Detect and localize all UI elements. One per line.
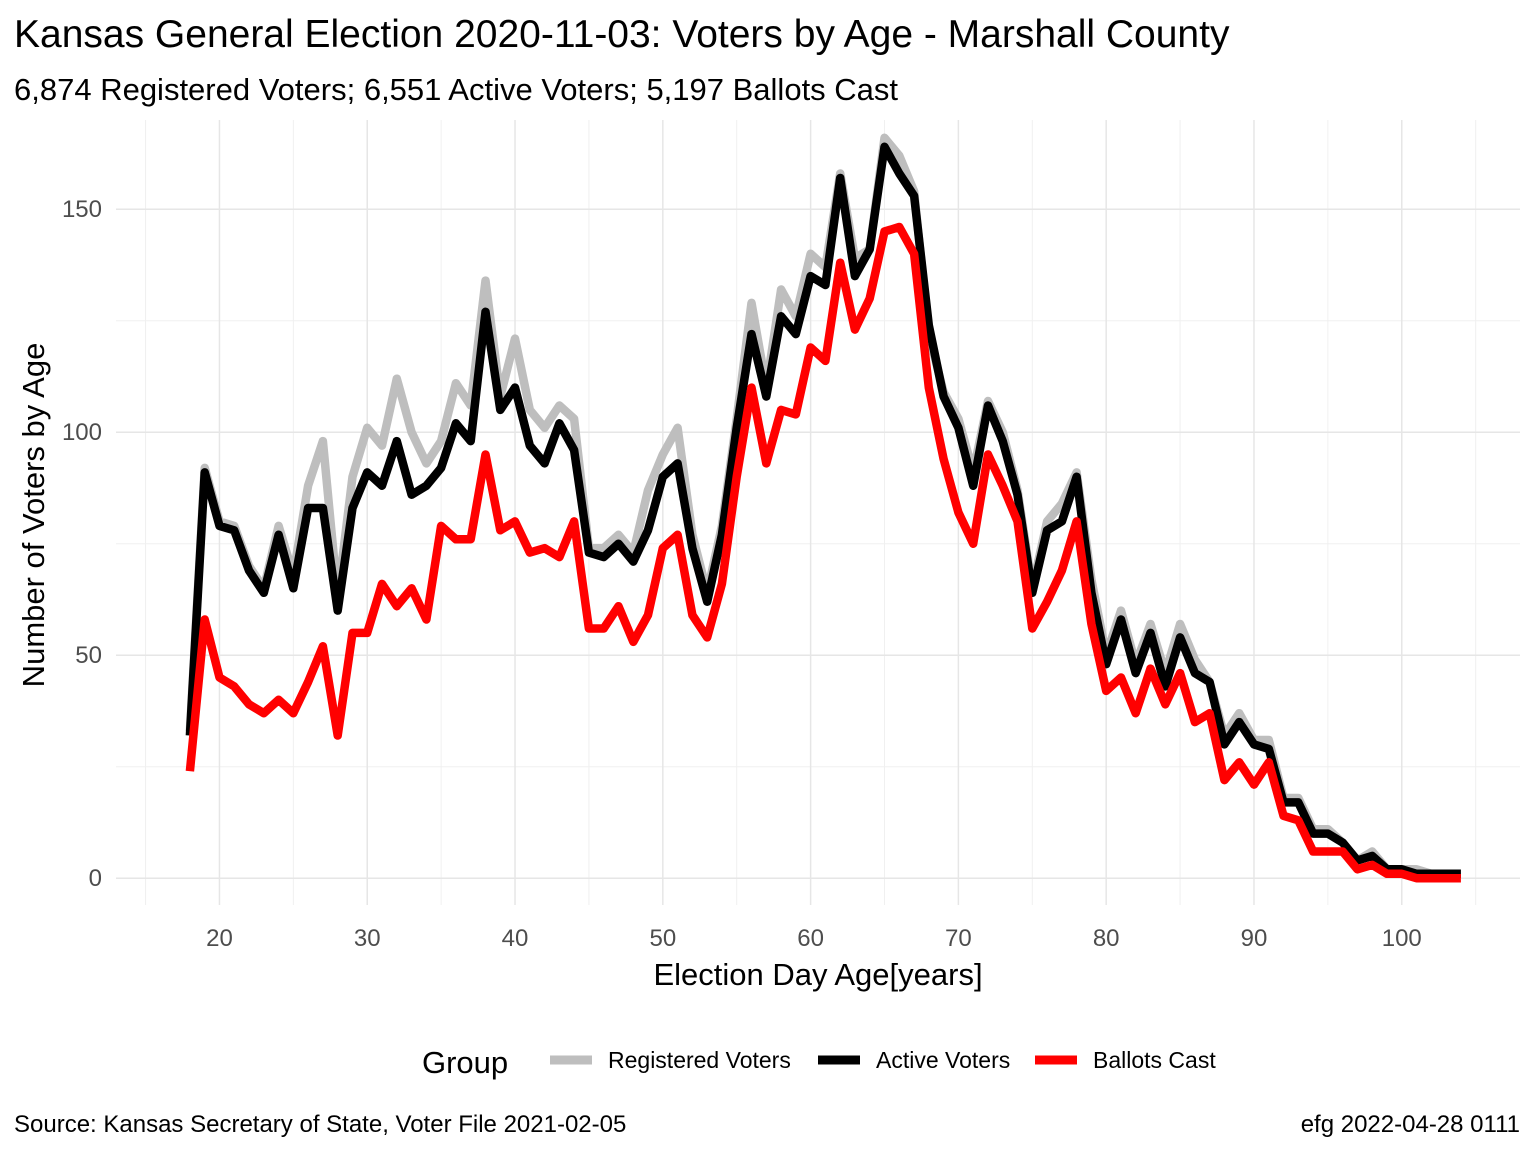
x-tick-label: 90 bbox=[1241, 925, 1268, 952]
y-tick-label: 100 bbox=[62, 419, 102, 446]
series-lines bbox=[185, 133, 1461, 883]
legend-label: Ballots Cast bbox=[1093, 1047, 1216, 1073]
x-axis-tick-labels: 20 30 40 50 60 70 80 90 100 bbox=[206, 925, 1422, 952]
y-axis-label: Number of Voters by Age bbox=[16, 343, 51, 688]
y-tick-label: 50 bbox=[75, 642, 102, 669]
legend-title: Group bbox=[422, 1045, 508, 1080]
credit-caption: efg 2022-04-28 0111 bbox=[1301, 1111, 1520, 1138]
legend-label: Registered Voters bbox=[608, 1047, 791, 1073]
x-tick-label: 30 bbox=[354, 925, 381, 952]
x-axis-label: Election Day Age[years] bbox=[653, 957, 982, 992]
chart-subtitle: 6,874 Registered Voters; 6,551 Active Vo… bbox=[14, 72, 898, 107]
chart-title: Kansas General Election 2020-11-03: Vote… bbox=[14, 13, 1230, 56]
y-axis-tick-labels: 0 50 100 150 bbox=[62, 196, 102, 892]
x-tick-label: 80 bbox=[1093, 925, 1120, 952]
series-line-active-voters bbox=[185, 142, 1461, 879]
y-tick-label: 150 bbox=[62, 196, 102, 223]
legend-label: Active Voters bbox=[876, 1047, 1010, 1073]
y-tick-label: 0 bbox=[89, 865, 102, 892]
x-tick-label: 70 bbox=[945, 925, 972, 952]
x-tick-label: 50 bbox=[649, 925, 676, 952]
legend: Group Registered Voters Active Voters Ball… bbox=[422, 1045, 1216, 1080]
source-caption: Source: Kansas Secretary of State, Voter… bbox=[14, 1111, 626, 1138]
x-tick-label: 20 bbox=[206, 925, 233, 952]
x-tick-label: 40 bbox=[502, 925, 529, 952]
x-tick-label: 100 bbox=[1382, 925, 1422, 952]
series-line-ballots-cast bbox=[185, 222, 1461, 883]
x-tick-label: 60 bbox=[797, 925, 824, 952]
